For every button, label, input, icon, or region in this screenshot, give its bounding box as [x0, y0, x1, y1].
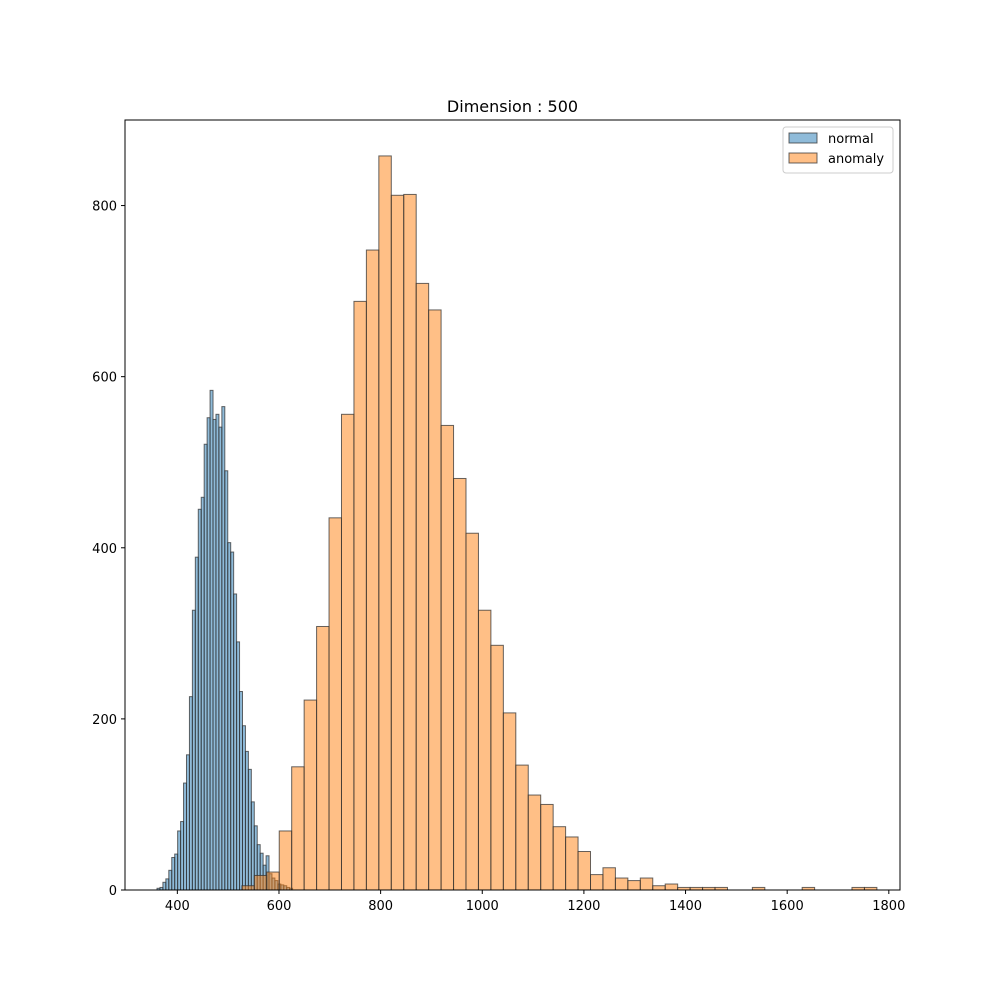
anomaly-bar [278, 830, 293, 891]
anomaly-bar [527, 794, 542, 891]
anomaly-bar [440, 424, 455, 891]
anomaly-bar [565, 836, 579, 891]
anomaly-bar [540, 803, 554, 891]
anomaly-bar [328, 517, 342, 891]
y-tick-label: 400 [92, 542, 117, 557]
anomaly-bar [428, 309, 442, 891]
anomaly-bar [465, 532, 479, 891]
anomaly-bar [403, 193, 417, 891]
x-tick-label: 1200 [567, 899, 600, 914]
anomaly-bar [515, 764, 529, 891]
legend: normal anomaly [782, 126, 894, 174]
y-tick-label: 0 [109, 884, 117, 899]
anomaly-bar [602, 867, 616, 891]
plot-frame [124, 119, 901, 891]
anomaly-bar [639, 877, 654, 891]
axes: 400 600 800 1000 1200 1400 1600 1800 0 200 400 600 8… [92, 119, 905, 914]
anomaly-bar [577, 851, 592, 891]
y-tick-label: 600 [92, 371, 117, 386]
x-tick-label: 1400 [669, 899, 702, 914]
anomaly-bar [502, 712, 517, 891]
anomaly-bar [664, 883, 679, 891]
anomaly-bar [477, 609, 492, 891]
anomaly-bar [390, 194, 405, 891]
x-tick-label: 400 [165, 899, 190, 914]
x-tick-label: 1600 [771, 899, 804, 914]
anomaly-bar [365, 249, 380, 891]
anomaly-bar [590, 874, 604, 891]
legend-swatch-anomaly [788, 152, 818, 164]
anomaly-bar [340, 413, 355, 891]
legend-label-anomaly: anomaly [828, 152, 884, 167]
x-tick-label: 600 [267, 899, 292, 914]
anomaly-bar [627, 880, 641, 891]
y-tick-label: 800 [92, 200, 117, 215]
anomaly-bar [266, 871, 280, 891]
anomaly-bar [241, 885, 255, 891]
anomaly-bar [552, 826, 567, 891]
anomaly-bar [453, 477, 467, 891]
anomaly-bar [652, 885, 666, 891]
anomaly-bar [614, 877, 629, 891]
y-tick-label: 200 [92, 713, 117, 728]
legend-swatch-normal [788, 132, 818, 144]
legend-label-normal: normal [828, 132, 874, 147]
anomaly-bar [378, 155, 392, 891]
x-tick-label: 1800 [872, 899, 905, 914]
x-tick-label: 1000 [466, 899, 499, 914]
anomaly-bar [303, 699, 318, 891]
anomaly-bar [353, 300, 367, 891]
chart-title: Dimension : 500 [447, 97, 578, 116]
anomaly-bar [316, 625, 330, 891]
x-tick-label: 800 [368, 899, 393, 914]
anomaly-bar [415, 282, 430, 891]
anomaly-bar [253, 874, 268, 891]
anomaly-bar [291, 766, 305, 891]
anomaly-bar [490, 644, 504, 891]
